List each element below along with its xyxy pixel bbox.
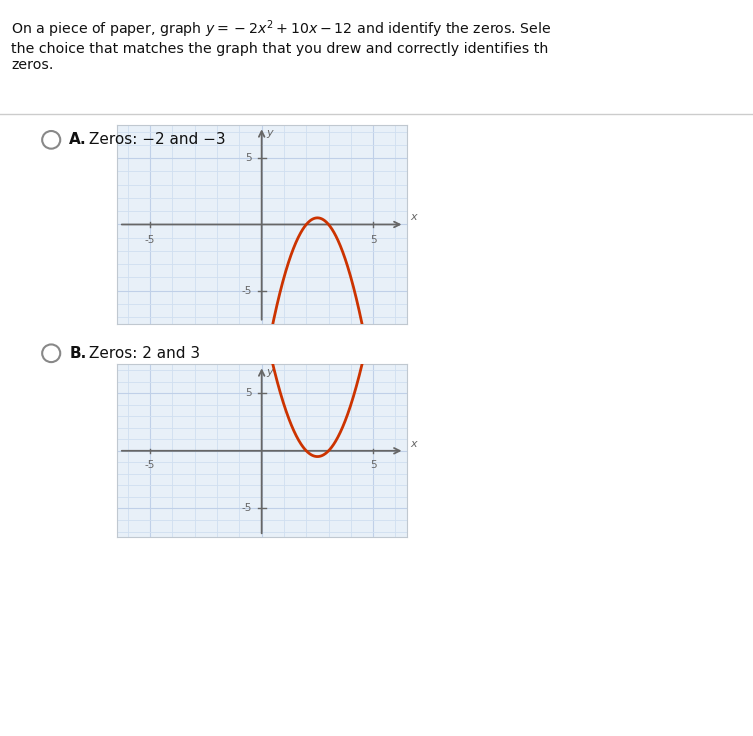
Text: x: x — [410, 439, 416, 449]
Text: 5: 5 — [245, 153, 252, 163]
Text: -5: -5 — [241, 503, 252, 514]
Text: B.: B. — [69, 346, 87, 361]
Text: y: y — [266, 128, 273, 138]
Text: 5: 5 — [370, 235, 376, 245]
Text: -5: -5 — [241, 286, 252, 296]
Text: Zeros: −2 and −3: Zeros: −2 and −3 — [89, 132, 225, 147]
Text: 5: 5 — [370, 460, 376, 470]
Text: -5: -5 — [145, 460, 155, 470]
Text: 5: 5 — [245, 388, 252, 398]
Text: On a piece of paper, graph $y = -2x^2 + 10x - 12$ and identify the zeros. Sele
t: On a piece of paper, graph $y = -2x^2 + … — [11, 18, 552, 72]
Text: x: x — [410, 211, 416, 222]
Text: -5: -5 — [145, 235, 155, 245]
Text: y: y — [266, 367, 273, 377]
Text: Zeros: 2 and 3: Zeros: 2 and 3 — [89, 346, 200, 361]
Text: A.: A. — [69, 132, 87, 147]
